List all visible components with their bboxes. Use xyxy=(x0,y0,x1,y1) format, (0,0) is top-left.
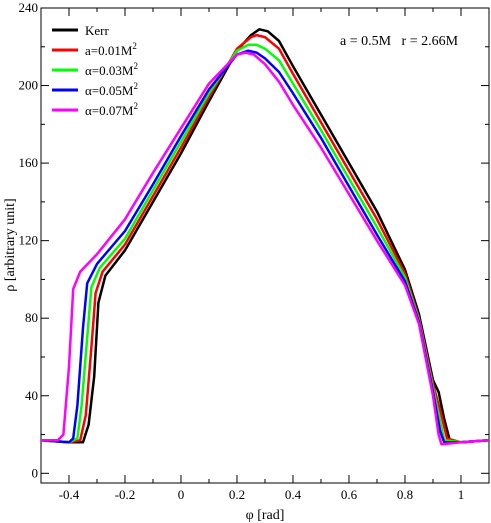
legend-label-2: α=0.03M2 xyxy=(85,61,138,78)
legend-label-3: α=0.05M2 xyxy=(85,81,138,98)
y-tick-label: 0 xyxy=(32,465,39,480)
y-tick-label: 160 xyxy=(19,155,39,170)
series-line-4 xyxy=(41,51,490,446)
plot-frame xyxy=(40,7,490,484)
legend-label-text: α=0.03M xyxy=(85,63,134,78)
parameter-annotation: a = 0.5M r = 2.66M xyxy=(340,34,459,49)
series-layer xyxy=(40,28,490,446)
y-tick-label: 40 xyxy=(25,388,38,403)
x-tick-label: 1 xyxy=(458,487,465,502)
x-tick-label: 0.4 xyxy=(285,487,302,502)
x-tick-label: 0.6 xyxy=(341,487,358,502)
legend-label-sup: 2 xyxy=(133,81,138,91)
legend-label-sup: 2 xyxy=(133,61,138,71)
legend-label-text: Kerr xyxy=(85,23,109,38)
x-tick-label: -0.4 xyxy=(59,487,80,502)
legend-label-4: α=0.07M2 xyxy=(85,101,138,118)
y-tick-label: 120 xyxy=(19,233,39,248)
legend-label-text: α=0.07M xyxy=(85,103,134,118)
legend-label-sup: 2 xyxy=(133,101,138,111)
legend-label-0: Kerr xyxy=(85,23,109,38)
x-axis-label: φ [rad] xyxy=(246,508,285,523)
tick-layer: -0.4 -0.2 0 0.2 0.4 0.6 0.8 1 0 40 80 120 160 200 240 xyxy=(19,0,489,502)
x-tick-label: 0 xyxy=(178,487,185,502)
y-tick-label: 80 xyxy=(25,310,38,325)
legend-label-text: a=0.01M xyxy=(85,43,133,58)
legend-label-text: α=0.05M xyxy=(85,83,134,98)
x-tick-label: -0.2 xyxy=(115,487,136,502)
legend-label-sup: 2 xyxy=(132,41,137,51)
x-tick-label: 0.8 xyxy=(397,487,413,502)
y-tick-label: 240 xyxy=(19,0,39,15)
series-line-0 xyxy=(40,28,490,444)
y-axis-label: ρ [arbitrary unit] xyxy=(3,198,18,291)
legend-label-1: a=0.01M2 xyxy=(85,41,137,58)
y-tick-label: 200 xyxy=(19,78,39,93)
x-tick-label: 0.2 xyxy=(229,487,245,502)
